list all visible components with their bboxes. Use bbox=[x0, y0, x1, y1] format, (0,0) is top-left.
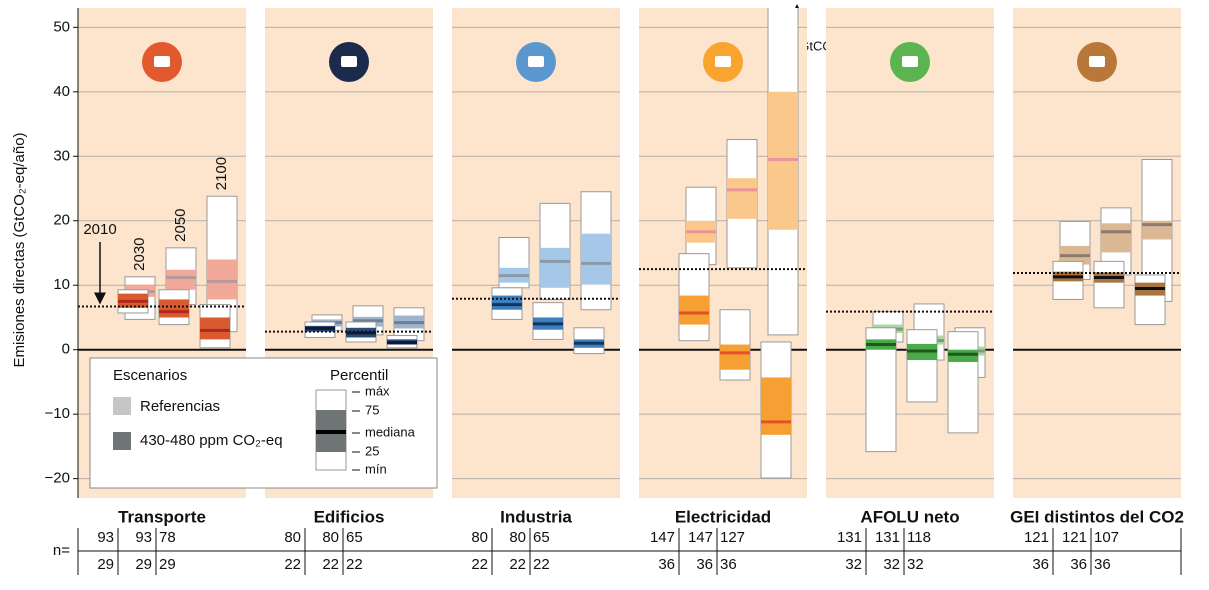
legend-swatch bbox=[113, 432, 131, 450]
y-tick-label: −20 bbox=[45, 470, 70, 487]
n-mitigation: 36 bbox=[1094, 556, 1111, 573]
year-label: 2100 bbox=[213, 157, 230, 190]
sector-label: AFOLU neto bbox=[860, 507, 959, 526]
percentile-title: Percentil bbox=[330, 367, 388, 384]
percentile-label: mediana bbox=[365, 424, 416, 439]
n-mitigation: 36 bbox=[696, 556, 713, 573]
box-range bbox=[906, 329, 938, 403]
n-mitigation: 22 bbox=[509, 556, 526, 573]
legend-label: Referencias bbox=[140, 398, 220, 415]
n-reference: 65 bbox=[533, 529, 550, 546]
y-axis-label: Emisiones directas (GtCO₂-eq/año) bbox=[11, 132, 28, 367]
n-reference: 121 bbox=[1062, 529, 1087, 546]
n-mitigation: 36 bbox=[1032, 556, 1049, 573]
box-iqr bbox=[679, 295, 709, 325]
box-iqr bbox=[581, 233, 611, 285]
box-iqr bbox=[200, 317, 230, 340]
n-reference: 121 bbox=[1024, 529, 1049, 546]
n-mitigation: 22 bbox=[322, 556, 339, 573]
legend-box bbox=[89, 357, 438, 489]
n-reference: 80 bbox=[509, 529, 526, 546]
icon-glyph bbox=[715, 56, 731, 67]
icon-glyph bbox=[902, 56, 918, 67]
y-tick-label: 30 bbox=[53, 147, 70, 164]
n-label: n= bbox=[53, 542, 70, 559]
sector-label: Transporte bbox=[118, 507, 206, 526]
n-mitigation: 22 bbox=[533, 556, 550, 573]
icon-glyph bbox=[341, 56, 357, 67]
box-iqr bbox=[720, 344, 750, 370]
n-reference: 93 bbox=[135, 529, 152, 546]
sector-label: Industria bbox=[500, 507, 572, 526]
n-reference: 118 bbox=[907, 529, 931, 546]
n-mitigation: 22 bbox=[346, 556, 363, 573]
percentile-label: mín bbox=[365, 461, 387, 476]
y-tick-label: −10 bbox=[45, 405, 70, 422]
legend-label: 430-480 ppm CO₂-eq bbox=[140, 432, 283, 449]
percentile-label: máx bbox=[365, 383, 390, 398]
panel bbox=[117, 195, 238, 349]
n-mitigation: 32 bbox=[907, 556, 924, 573]
y-tick-label: 10 bbox=[53, 276, 70, 293]
box-range bbox=[1093, 260, 1125, 309]
n-reference: 93 bbox=[97, 529, 114, 546]
n-reference: 147 bbox=[688, 529, 713, 546]
n-reference: 131 bbox=[875, 529, 900, 546]
box-range bbox=[1134, 274, 1166, 326]
y-tick-label: 0 bbox=[62, 341, 70, 358]
n-reference: 80 bbox=[284, 529, 301, 546]
n-mitigation: 32 bbox=[845, 556, 862, 573]
panel bbox=[491, 191, 612, 355]
percentile-label: 75 bbox=[365, 402, 379, 417]
box-iqr bbox=[492, 295, 522, 310]
panel bbox=[1052, 159, 1173, 326]
n-reference: 65 bbox=[346, 529, 363, 546]
percentile-label: 25 bbox=[365, 443, 379, 458]
n-reference: 80 bbox=[471, 529, 488, 546]
y-tick-label: 20 bbox=[53, 212, 70, 229]
n-reference: 131 bbox=[837, 529, 862, 546]
box-iqr bbox=[727, 178, 757, 219]
n-mitigation: 36 bbox=[1070, 556, 1087, 573]
n-mitigation: 29 bbox=[97, 556, 114, 573]
n-mitigation: 22 bbox=[471, 556, 488, 573]
y-tick-label: 40 bbox=[53, 83, 70, 100]
n-reference: 107 bbox=[1094, 529, 1119, 546]
n-reference: 127 bbox=[720, 529, 745, 546]
box-iqr bbox=[540, 247, 570, 288]
n-mitigation: 29 bbox=[135, 556, 152, 573]
legend-title: Escenarios bbox=[113, 367, 187, 384]
box-iqr bbox=[166, 269, 196, 290]
n-mitigation: 32 bbox=[883, 556, 900, 573]
box-iqr bbox=[1101, 223, 1131, 253]
icon-glyph bbox=[154, 56, 170, 67]
sector-label: Edificios bbox=[314, 507, 385, 526]
year-label: 2030 bbox=[131, 237, 148, 270]
n-reference: 147 bbox=[650, 529, 675, 546]
n-mitigation: 36 bbox=[720, 556, 737, 573]
box-iqr bbox=[948, 349, 978, 362]
icon-glyph bbox=[528, 56, 544, 67]
icon-glyph bbox=[1089, 56, 1105, 67]
box-iqr bbox=[207, 259, 237, 300]
n-mitigation: 22 bbox=[284, 556, 301, 573]
box-iqr bbox=[159, 299, 189, 318]
y-tick-label: 50 bbox=[53, 18, 70, 35]
year-label: 2050 bbox=[172, 208, 189, 241]
box-range bbox=[947, 331, 979, 434]
sector-label: Electricidad bbox=[675, 507, 771, 526]
n-mitigation: 29 bbox=[159, 556, 176, 573]
n-reference: 80 bbox=[322, 529, 339, 546]
box-iqr bbox=[761, 377, 791, 435]
sector-label: GEI distintos del CO2 bbox=[1010, 507, 1184, 526]
legend-swatch bbox=[113, 397, 131, 415]
baseline-label: 2010 bbox=[83, 221, 116, 238]
n-mitigation: 36 bbox=[658, 556, 675, 573]
panel bbox=[865, 303, 986, 453]
n-reference: 78 bbox=[159, 529, 176, 546]
panel bbox=[678, 8, 799, 479]
